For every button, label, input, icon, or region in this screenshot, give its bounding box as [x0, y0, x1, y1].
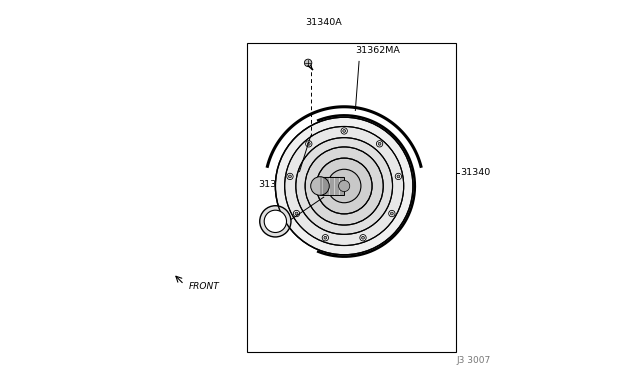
Circle shape — [260, 206, 291, 237]
Circle shape — [295, 212, 298, 215]
Circle shape — [324, 236, 327, 239]
Circle shape — [396, 173, 401, 180]
Circle shape — [264, 210, 287, 232]
Circle shape — [343, 129, 346, 132]
Bar — [248, 43, 456, 352]
Circle shape — [360, 235, 366, 241]
Circle shape — [310, 177, 330, 195]
Circle shape — [305, 59, 312, 67]
Circle shape — [390, 212, 394, 215]
Circle shape — [293, 210, 300, 217]
Circle shape — [378, 142, 381, 145]
Text: 31344: 31344 — [259, 180, 289, 189]
Bar — [320, 177, 344, 195]
Circle shape — [316, 158, 372, 214]
Circle shape — [285, 126, 404, 246]
Circle shape — [306, 141, 312, 147]
Circle shape — [305, 147, 383, 225]
Text: J3 3007: J3 3007 — [457, 356, 491, 365]
Text: 31362MA: 31362MA — [355, 46, 400, 55]
Circle shape — [289, 175, 291, 178]
Circle shape — [362, 236, 364, 239]
Text: 31340: 31340 — [461, 169, 491, 177]
Text: 31340A: 31340A — [305, 18, 342, 27]
Circle shape — [376, 141, 383, 147]
Circle shape — [322, 235, 328, 241]
Text: FRONT: FRONT — [189, 282, 220, 291]
Circle shape — [341, 128, 348, 134]
Circle shape — [339, 180, 349, 192]
Circle shape — [388, 210, 395, 217]
Circle shape — [307, 142, 310, 145]
Circle shape — [397, 175, 400, 178]
Circle shape — [328, 169, 361, 203]
Circle shape — [275, 117, 413, 255]
Circle shape — [296, 138, 392, 234]
Circle shape — [287, 173, 293, 180]
